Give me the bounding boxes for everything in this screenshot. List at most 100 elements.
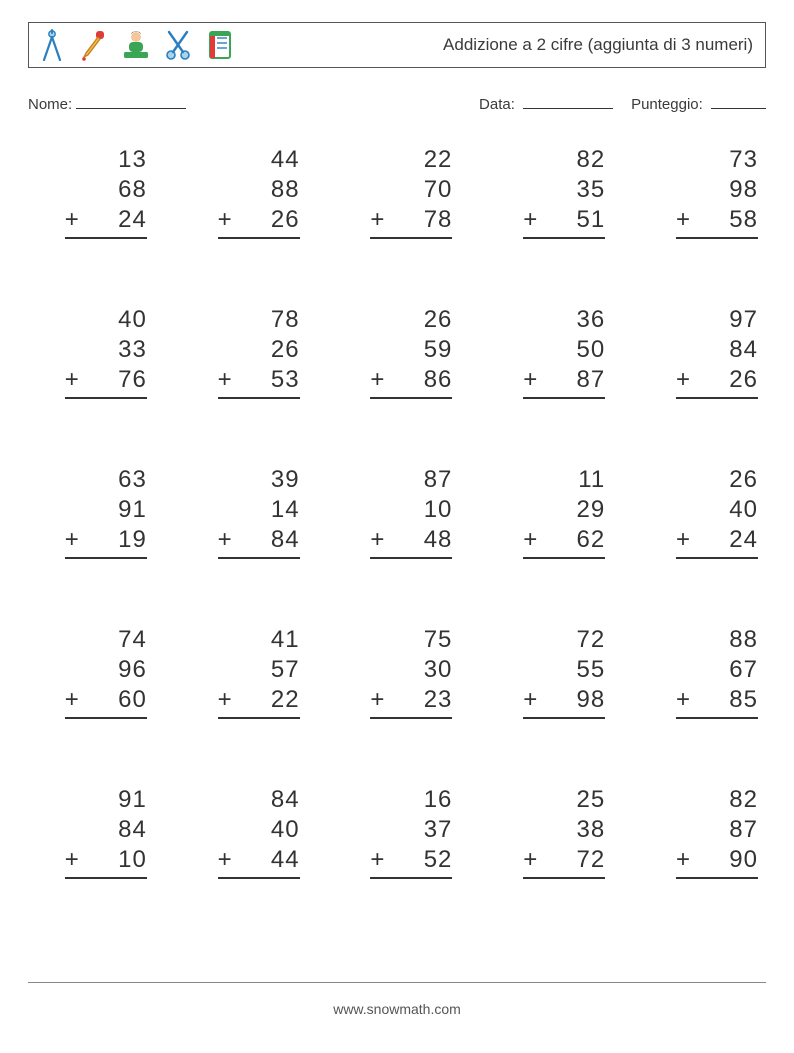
addend: 57 xyxy=(258,655,300,685)
addend-row: 14 xyxy=(218,495,300,525)
operator-row: +19 xyxy=(65,525,147,559)
addend-row: 82 xyxy=(523,145,605,175)
addend: 22 xyxy=(258,685,300,715)
addend: 59 xyxy=(410,335,452,365)
addend-row: 39 xyxy=(218,465,300,495)
plus-operator: + xyxy=(65,205,89,235)
plus-operator: + xyxy=(523,525,547,555)
addend-row: 72 xyxy=(523,625,605,655)
plus-operator: + xyxy=(676,685,700,715)
addend-row: 40 xyxy=(218,815,300,845)
addend: 78 xyxy=(410,205,452,235)
header-box: Addizione a 2 cifre (aggiunta di 3 numer… xyxy=(28,22,766,68)
addend: 37 xyxy=(410,815,452,845)
name-label: Nome: xyxy=(28,96,72,113)
addend-row: 59 xyxy=(370,335,452,365)
addend: 53 xyxy=(258,365,300,395)
addition-problem: 4157+22 xyxy=(218,625,300,719)
addend: 24 xyxy=(105,205,147,235)
score-blank[interactable] xyxy=(711,94,766,109)
plus-operator: + xyxy=(523,685,547,715)
plus-operator: + xyxy=(676,205,700,235)
addend: 82 xyxy=(563,145,605,175)
addend: 91 xyxy=(105,785,147,815)
plus-operator: + xyxy=(65,365,89,395)
addend: 76 xyxy=(105,365,147,395)
addend-row: 16 xyxy=(370,785,452,815)
addend: 40 xyxy=(258,815,300,845)
addition-problem: 9784+26 xyxy=(676,305,758,399)
addition-problem: 2659+86 xyxy=(370,305,452,399)
addend-row: 88 xyxy=(218,175,300,205)
addend: 74 xyxy=(105,625,147,655)
addend: 68 xyxy=(105,175,147,205)
addend-row: 87 xyxy=(370,465,452,495)
addend: 41 xyxy=(258,625,300,655)
addition-problem: 7530+23 xyxy=(370,625,452,719)
addend-row: 98 xyxy=(676,175,758,205)
operator-row: +62 xyxy=(523,525,605,559)
addend: 70 xyxy=(410,175,452,205)
addend: 58 xyxy=(716,205,758,235)
addend: 91 xyxy=(105,495,147,525)
addend: 63 xyxy=(105,465,147,495)
date-blank[interactable] xyxy=(523,94,613,109)
addend-row: 88 xyxy=(676,625,758,655)
plus-operator: + xyxy=(370,365,394,395)
header-icon-row xyxy=(37,28,235,62)
addend: 98 xyxy=(716,175,758,205)
scissors-icon xyxy=(163,28,193,62)
addend-row: 35 xyxy=(523,175,605,205)
plus-operator: + xyxy=(370,205,394,235)
addend: 87 xyxy=(716,815,758,845)
addend: 10 xyxy=(410,495,452,525)
addend: 84 xyxy=(716,335,758,365)
addend: 10 xyxy=(105,845,147,875)
addend: 84 xyxy=(105,815,147,845)
addition-problem: 6391+19 xyxy=(65,465,147,559)
addend: 78 xyxy=(258,305,300,335)
addition-problem: 4033+76 xyxy=(65,305,147,399)
addend-row: 75 xyxy=(370,625,452,655)
operator-row: +60 xyxy=(65,685,147,719)
addend: 39 xyxy=(258,465,300,495)
addend-row: 13 xyxy=(65,145,147,175)
operator-row: +44 xyxy=(218,845,300,879)
addend-row: 37 xyxy=(370,815,452,845)
addition-problem: 2270+78 xyxy=(370,145,452,239)
addend-row: 68 xyxy=(65,175,147,205)
plus-operator: + xyxy=(523,845,547,875)
addition-problem: 1637+52 xyxy=(370,785,452,879)
addend-row: 29 xyxy=(523,495,605,525)
addition-problem: 4488+26 xyxy=(218,145,300,239)
addition-problem: 8440+44 xyxy=(218,785,300,879)
operator-row: +26 xyxy=(676,365,758,399)
addition-problem: 3914+84 xyxy=(218,465,300,559)
addend: 88 xyxy=(716,625,758,655)
addend: 40 xyxy=(105,305,147,335)
addend: 44 xyxy=(258,145,300,175)
addend: 97 xyxy=(716,305,758,335)
plus-operator: + xyxy=(370,525,394,555)
addend-row: 57 xyxy=(218,655,300,685)
addend-row: 25 xyxy=(523,785,605,815)
addend: 73 xyxy=(716,145,758,175)
addend: 24 xyxy=(716,525,758,555)
operator-row: +86 xyxy=(370,365,452,399)
addend-row: 36 xyxy=(523,305,605,335)
addition-problem: 1129+62 xyxy=(523,465,605,559)
addition-problem: 7255+98 xyxy=(523,625,605,719)
addend: 87 xyxy=(563,365,605,395)
addend-row: 63 xyxy=(65,465,147,495)
addition-problem: 2538+72 xyxy=(523,785,605,879)
addend-row: 33 xyxy=(65,335,147,365)
meta-row: Nome: Data: Punteggio: xyxy=(28,94,766,113)
addend-row: 50 xyxy=(523,335,605,365)
name-blank[interactable] xyxy=(76,94,186,109)
addend: 67 xyxy=(716,655,758,685)
worksheet-title: Addizione a 2 cifre (aggiunta di 3 numer… xyxy=(443,35,753,55)
addend: 40 xyxy=(716,495,758,525)
addend: 29 xyxy=(563,495,605,525)
operator-row: +72 xyxy=(523,845,605,879)
date-label: Data: xyxy=(479,96,515,113)
